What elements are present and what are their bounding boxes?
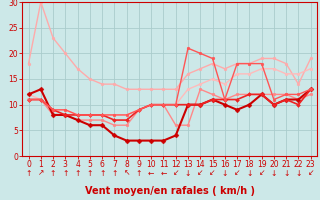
Text: ↑: ↑ (50, 168, 56, 178)
Text: ↑: ↑ (99, 168, 105, 178)
Text: ↙: ↙ (197, 168, 204, 178)
Text: ↓: ↓ (185, 168, 191, 178)
Text: ↙: ↙ (172, 168, 179, 178)
Text: ↓: ↓ (246, 168, 252, 178)
Text: ↙: ↙ (234, 168, 240, 178)
Text: ↑: ↑ (25, 168, 32, 178)
Text: ↗: ↗ (38, 168, 44, 178)
Text: ↑: ↑ (87, 168, 93, 178)
Text: ↓: ↓ (295, 168, 301, 178)
Text: ←: ← (160, 168, 167, 178)
Text: ↑: ↑ (75, 168, 81, 178)
Text: ↙: ↙ (259, 168, 265, 178)
Text: ↑: ↑ (62, 168, 68, 178)
Text: ↙: ↙ (308, 168, 314, 178)
Text: ↓: ↓ (271, 168, 277, 178)
Text: ↓: ↓ (283, 168, 289, 178)
Text: ↑: ↑ (111, 168, 117, 178)
Text: ←: ← (148, 168, 154, 178)
X-axis label: Vent moyen/en rafales ( km/h ): Vent moyen/en rafales ( km/h ) (84, 186, 255, 196)
Text: ↓: ↓ (222, 168, 228, 178)
Text: ↑: ↑ (136, 168, 142, 178)
Text: ↖: ↖ (124, 168, 130, 178)
Text: ↙: ↙ (209, 168, 216, 178)
